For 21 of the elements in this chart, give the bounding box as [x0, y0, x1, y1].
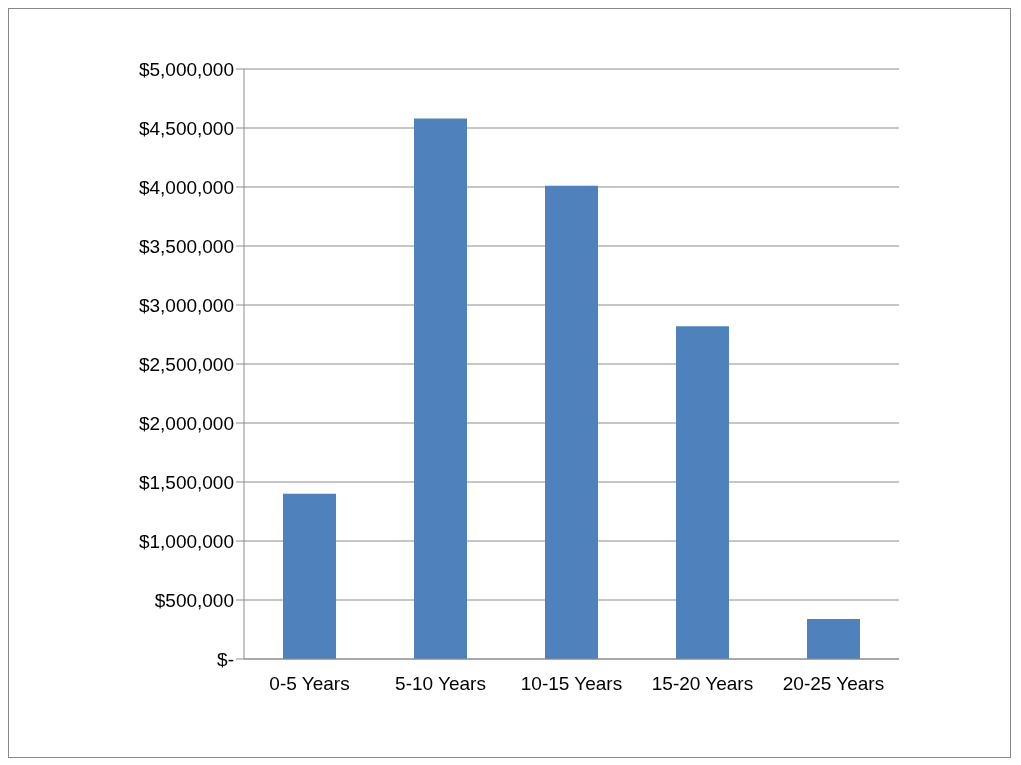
y-tick-label: $5,000,000	[138, 58, 234, 80]
y-tick-label: $4,000,000	[138, 176, 234, 198]
x-tick-label: 15-20 Years	[651, 673, 754, 695]
x-tick-label: 10-15 Years	[520, 673, 623, 695]
y-tick-label: $3,000,000	[138, 294, 234, 316]
y-tick-label: $2,500,000	[138, 353, 234, 375]
y-tick-label: $-	[217, 648, 234, 670]
bar	[414, 118, 467, 659]
y-tick-label: $2,000,000	[138, 412, 234, 434]
y-tick-label: $4,500,000	[138, 117, 234, 139]
x-tick-label: 0-5 Years	[269, 673, 350, 695]
y-tick-label: $1,000,000	[138, 530, 234, 552]
y-tick-label: $500,000	[154, 589, 234, 611]
bar	[807, 618, 860, 659]
x-tick-label: 5-10 Years	[395, 673, 486, 695]
bar	[676, 326, 729, 659]
y-tick-label: $3,500,000	[138, 235, 234, 257]
y-tick-label: $1,500,000	[138, 471, 234, 493]
bar	[545, 185, 598, 659]
bar	[283, 493, 336, 659]
x-tick-label: 20-25 Years	[782, 673, 885, 695]
